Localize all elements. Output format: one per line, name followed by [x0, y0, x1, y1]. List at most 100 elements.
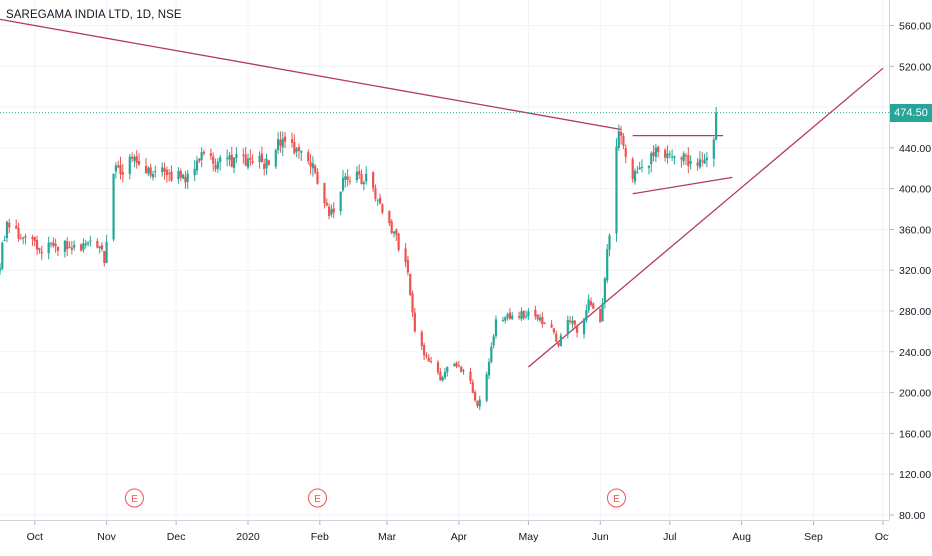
- earnings-event-label: E: [131, 494, 138, 505]
- candle-body: [536, 314, 539, 320]
- candle-body: [323, 183, 326, 204]
- candle-body: [168, 172, 171, 174]
- price-tick-label: 360.00: [899, 224, 931, 236]
- candle-body: [423, 344, 426, 356]
- candle-body: [508, 312, 511, 320]
- candle-body: [98, 246, 101, 249]
- candle-body: [575, 325, 579, 333]
- trendline: [0, 18, 622, 131]
- price-axis[interactable]: 80.00 120.00 160.00 200.00 240.00 280.00 320.0…: [889, 0, 932, 522]
- candle-body: [460, 366, 463, 372]
- candle-body: [522, 310, 525, 318]
- candle-body: [680, 157, 683, 160]
- candle-body: [601, 303, 604, 322]
- candle-body: [397, 233, 400, 251]
- candle-body: [573, 320, 576, 325]
- candle-body: [293, 142, 296, 154]
- candle-body: [216, 161, 219, 169]
- price-tick-label: 520.00: [899, 61, 931, 73]
- candle-body: [52, 242, 55, 246]
- candle-body: [163, 167, 166, 172]
- candle-body: [133, 156, 136, 161]
- candle-body: [3, 239, 6, 241]
- candle-body: [209, 153, 213, 157]
- time-tick-label: Nov: [97, 531, 116, 543]
- candle-body: [66, 241, 69, 250]
- candle-body: [615, 146, 618, 234]
- candle-body: [358, 171, 361, 175]
- candle-body: [520, 311, 523, 320]
- candle-body: [518, 316, 521, 318]
- candle-body: [24, 236, 27, 238]
- candle-body: [606, 249, 609, 281]
- candle-body: [47, 242, 50, 254]
- candle-body: [506, 314, 509, 318]
- candle-body: [511, 315, 514, 319]
- candle-body: [316, 171, 319, 184]
- price-tick-label: 240.00: [899, 347, 931, 359]
- time-tick-label: Oct: [27, 531, 43, 543]
- candle-body: [198, 158, 201, 162]
- candle-body: [555, 333, 558, 342]
- candle-body: [1, 242, 4, 269]
- candle-body: [647, 165, 651, 168]
- candle-body: [274, 149, 277, 167]
- candle-body: [100, 245, 104, 250]
- time-axis[interactable]: Oct Nov Dec 2020 Feb Mar Apr May Jun Jul Aug Sep Oct: [0, 520, 891, 551]
- candle-body: [230, 154, 233, 167]
- candle-body: [571, 320, 574, 324]
- candle-body: [698, 159, 702, 168]
- candle-body: [249, 157, 252, 160]
- candle-body: [279, 139, 282, 146]
- candle-body: [68, 247, 71, 249]
- candle-body: [427, 357, 430, 362]
- candle-body: [219, 157, 222, 163]
- candle-body: [622, 135, 625, 146]
- candle-body: [476, 400, 479, 406]
- candle-body: [566, 320, 569, 335]
- candle-body: [114, 165, 117, 172]
- candle-body: [290, 139, 294, 143]
- trendline: [632, 176, 733, 195]
- candle-body: [348, 180, 352, 182]
- candle-body: [696, 162, 699, 166]
- candle-body: [673, 156, 676, 159]
- trendlines[interactable]: [0, 18, 884, 368]
- candle-body: [193, 168, 196, 176]
- candle-body: [657, 146, 660, 152]
- candle-body: [325, 202, 328, 206]
- candle-body: [121, 172, 124, 175]
- grid: [0, 0, 889, 520]
- candle-body: [376, 199, 379, 201]
- candle-body: [372, 172, 375, 189]
- candle-body: [70, 247, 73, 250]
- candle-body: [620, 131, 623, 136]
- candle-body: [131, 156, 134, 159]
- candle-body: [212, 156, 215, 164]
- candles: [0, 107, 718, 411]
- candle-body: [668, 153, 671, 155]
- candle-body: [589, 301, 593, 306]
- candle-body: [355, 171, 359, 181]
- candle-body: [550, 324, 553, 328]
- candle-body: [439, 371, 442, 381]
- candle-body: [652, 151, 655, 156]
- candle-body: [409, 273, 412, 295]
- candle-body: [462, 370, 465, 372]
- candle-body: [392, 231, 396, 234]
- candle-body: [712, 139, 715, 159]
- candle-body: [666, 153, 669, 158]
- candle-body: [161, 167, 164, 173]
- candle-body: [413, 312, 416, 332]
- candle-body: [73, 244, 76, 248]
- candle-body: [650, 153, 653, 165]
- candle-body: [670, 156, 674, 158]
- candle-body: [56, 246, 60, 251]
- candle-body: [149, 167, 152, 176]
- candle-body: [165, 169, 168, 176]
- time-tick-label: Oct: [875, 531, 889, 543]
- time-tick-label: Dec: [167, 531, 186, 543]
